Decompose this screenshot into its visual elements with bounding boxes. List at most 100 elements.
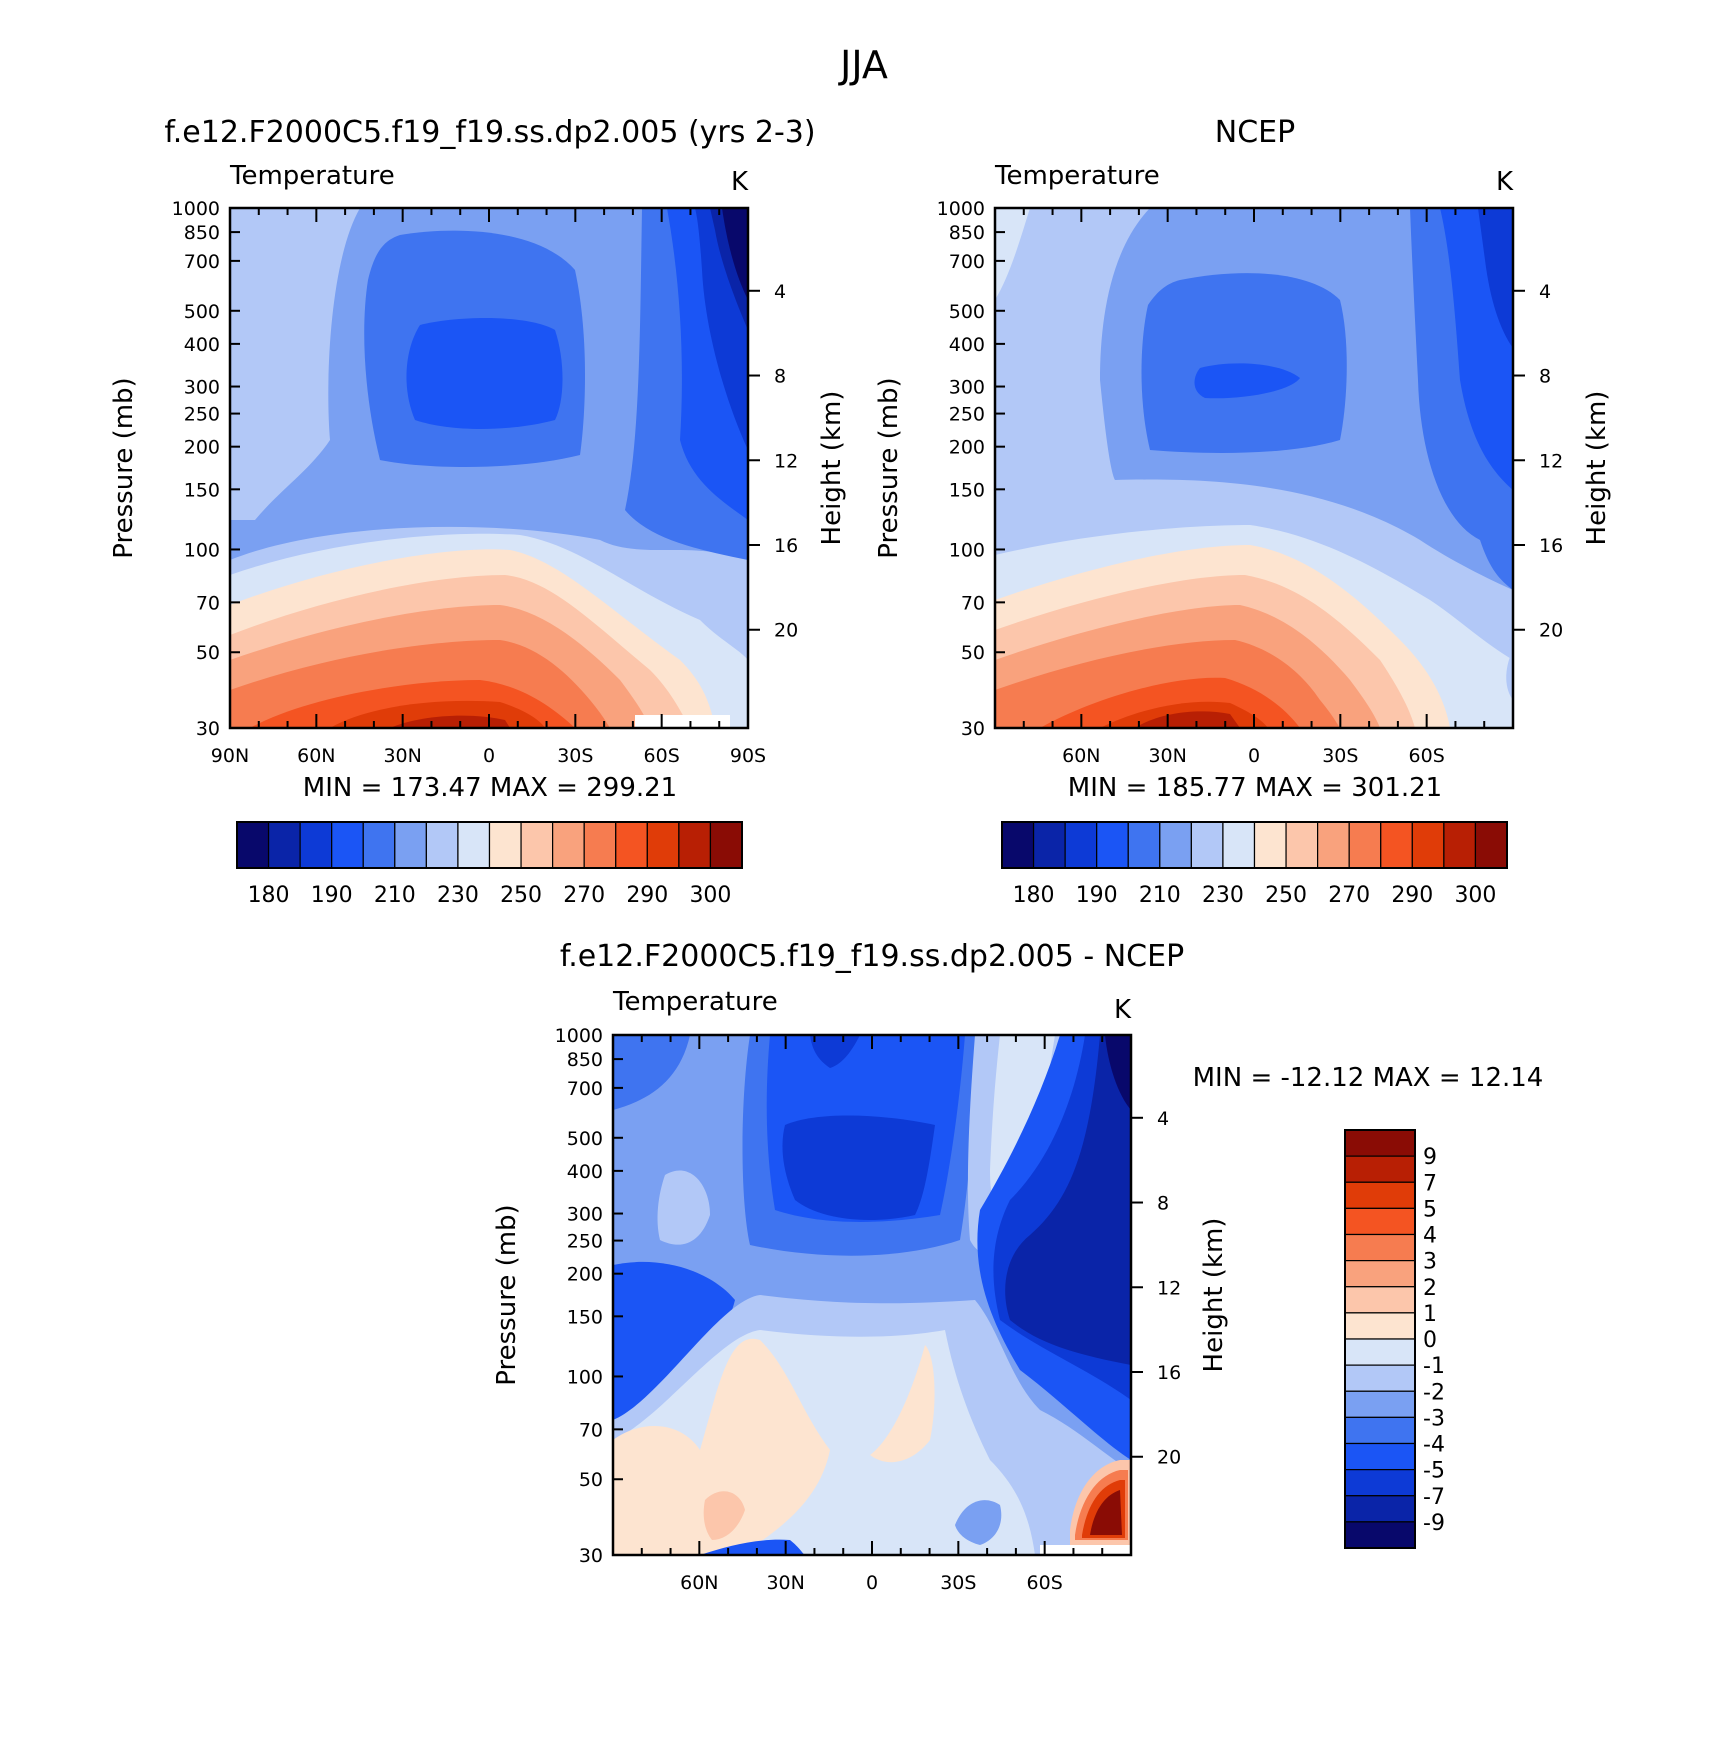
- y-tick-label: 700: [567, 1078, 603, 1100]
- colorbar-swatch: [1443, 821, 1477, 869]
- colorbar-label: 250: [500, 883, 542, 908]
- colorbar-label: -3: [1423, 1406, 1445, 1431]
- colorbar-swatch: [236, 821, 270, 869]
- colorbar-swatch: [583, 821, 617, 869]
- y-tick-label: 50: [579, 1469, 603, 1491]
- colorbar-label: 4: [1423, 1224, 1437, 1249]
- panel-subtitle-left: Temperature: [612, 987, 778, 1017]
- y-axis-label: Pressure (mb): [492, 1204, 522, 1385]
- colorbar-swatch: [1317, 821, 1350, 869]
- colorbar-swatch: [1222, 821, 1256, 869]
- y-tick-label: 30: [196, 718, 220, 740]
- band-gt0-nh: [613, 1338, 830, 1555]
- minmax-text: MIN = 173.47 MAX = 299.21: [303, 773, 677, 803]
- colorbar-label: -4: [1423, 1433, 1445, 1458]
- y-tick-label: 30: [579, 1545, 603, 1567]
- panel-units: K: [1114, 995, 1132, 1025]
- band-sh-surface-240: [1506, 650, 1513, 700]
- y-tick-label: 50: [196, 642, 220, 664]
- y-tick-label: 100: [949, 539, 985, 561]
- figure-title: JJA: [838, 43, 888, 87]
- y-tick-label: 400: [567, 1161, 603, 1183]
- x-tick-label: 60S: [1027, 1572, 1063, 1594]
- colorbar-swatch: [1344, 1469, 1416, 1497]
- colorbar-swatch: [1411, 821, 1445, 869]
- panel-units: K: [731, 167, 749, 197]
- y-tick-label: 250: [184, 404, 220, 426]
- y-tick-label: 200: [949, 437, 985, 459]
- x-tick-label: 30N: [383, 745, 421, 767]
- colorbar-swatch: [709, 821, 743, 869]
- colorbar-swatch: [1344, 1442, 1416, 1471]
- x-axis-ticks: 90N 60N 30N 0 30S 60S 90S: [211, 208, 766, 767]
- missing-data-mask: [1040, 1545, 1131, 1555]
- colorbar-swatch: [1344, 1495, 1416, 1523]
- colorbar: 180 190 210 230 250 270 290 300: [1001, 821, 1508, 908]
- band-sh-lt200: [1478, 208, 1513, 348]
- panel-units: K: [1496, 167, 1514, 197]
- colorbar-swatch: [1344, 1521, 1416, 1549]
- colorbar-label: 3: [1423, 1250, 1437, 1275]
- y-tick-label: 500: [184, 301, 220, 323]
- colorbar-swatch: [1348, 821, 1382, 869]
- height-tick-label: 8: [1157, 1193, 1169, 1215]
- x-tick-label: 30S: [940, 1572, 976, 1594]
- band-300: [1135, 711, 1240, 728]
- colorbar-swatch: [1344, 1181, 1416, 1209]
- y-tick-label: 150: [949, 479, 985, 501]
- colorbar-swatch: [1344, 1129, 1416, 1157]
- colorbar-label: -5: [1423, 1459, 1445, 1484]
- colorbar-swatch: [1474, 821, 1508, 869]
- colorbar-swatch: [1344, 1260, 1416, 1288]
- band-240-nw: [995, 208, 1030, 300]
- panel-title: NCEP: [1215, 115, 1295, 150]
- colorbar-swatch: [1344, 1390, 1416, 1418]
- colorbar-label: 250: [1265, 883, 1307, 908]
- x-tick-label: 60N: [680, 1572, 718, 1594]
- colorbar-swatch: [1127, 821, 1161, 869]
- x-axis-ticks: 60N 30N 0 30S 60S: [994, 208, 1514, 767]
- colorbar-label: -2: [1423, 1380, 1445, 1405]
- height-tick-label: 20: [1539, 620, 1563, 642]
- colorbar-label: 5: [1423, 1197, 1437, 1222]
- band-sh-lt180: [722, 208, 748, 300]
- y-tick-label: 850: [184, 222, 220, 244]
- colorbar-swatch: [520, 821, 554, 869]
- y-tick-label: 400: [184, 334, 220, 356]
- y-tick-label: 200: [567, 1264, 603, 1286]
- y-tick-label: 50: [961, 642, 985, 664]
- missing-data-mask: [635, 715, 730, 728]
- band-lt-7-top: [782, 1115, 935, 1220]
- x-tick-label: 60N: [1062, 745, 1100, 767]
- y-axis-label: Pressure (mb): [109, 377, 139, 558]
- colorbar-swatch: [394, 821, 427, 869]
- y-tick-label: 300: [949, 377, 985, 399]
- y-axis-label-right: Height (km): [817, 391, 847, 546]
- colorbar-swatch: [615, 821, 648, 869]
- colorbar-label: -7: [1423, 1485, 1445, 1510]
- colorbar-swatch: [1344, 1207, 1416, 1236]
- y-tick-label: 150: [184, 479, 220, 501]
- height-tick-label: 8: [774, 366, 786, 388]
- y-tick-label: 70: [579, 1419, 603, 1441]
- y-tick-label: 1000: [172, 198, 220, 220]
- height-tick-label: 16: [774, 535, 798, 557]
- band-300: [390, 715, 510, 728]
- y-axis-label-right: Height (km): [1582, 391, 1612, 546]
- colorbar-label: 210: [1139, 883, 1181, 908]
- band-lt210: [406, 318, 563, 429]
- x-tick-label: 60N: [297, 745, 335, 767]
- colorbar-label: 290: [1391, 883, 1433, 908]
- y-tick-label: 850: [949, 222, 985, 244]
- band-sh-lt-9: [1105, 1035, 1131, 1110]
- colorbar-swatch: [646, 821, 680, 869]
- colorbar-frame: [1344, 1129, 1416, 1549]
- x-tick-label: 60S: [644, 745, 680, 767]
- colorbar-swatch: [1344, 1338, 1416, 1366]
- y-tick-label: 70: [961, 592, 985, 614]
- x-tick-label: 0: [1248, 745, 1260, 767]
- colorbar-frame: [1001, 821, 1508, 869]
